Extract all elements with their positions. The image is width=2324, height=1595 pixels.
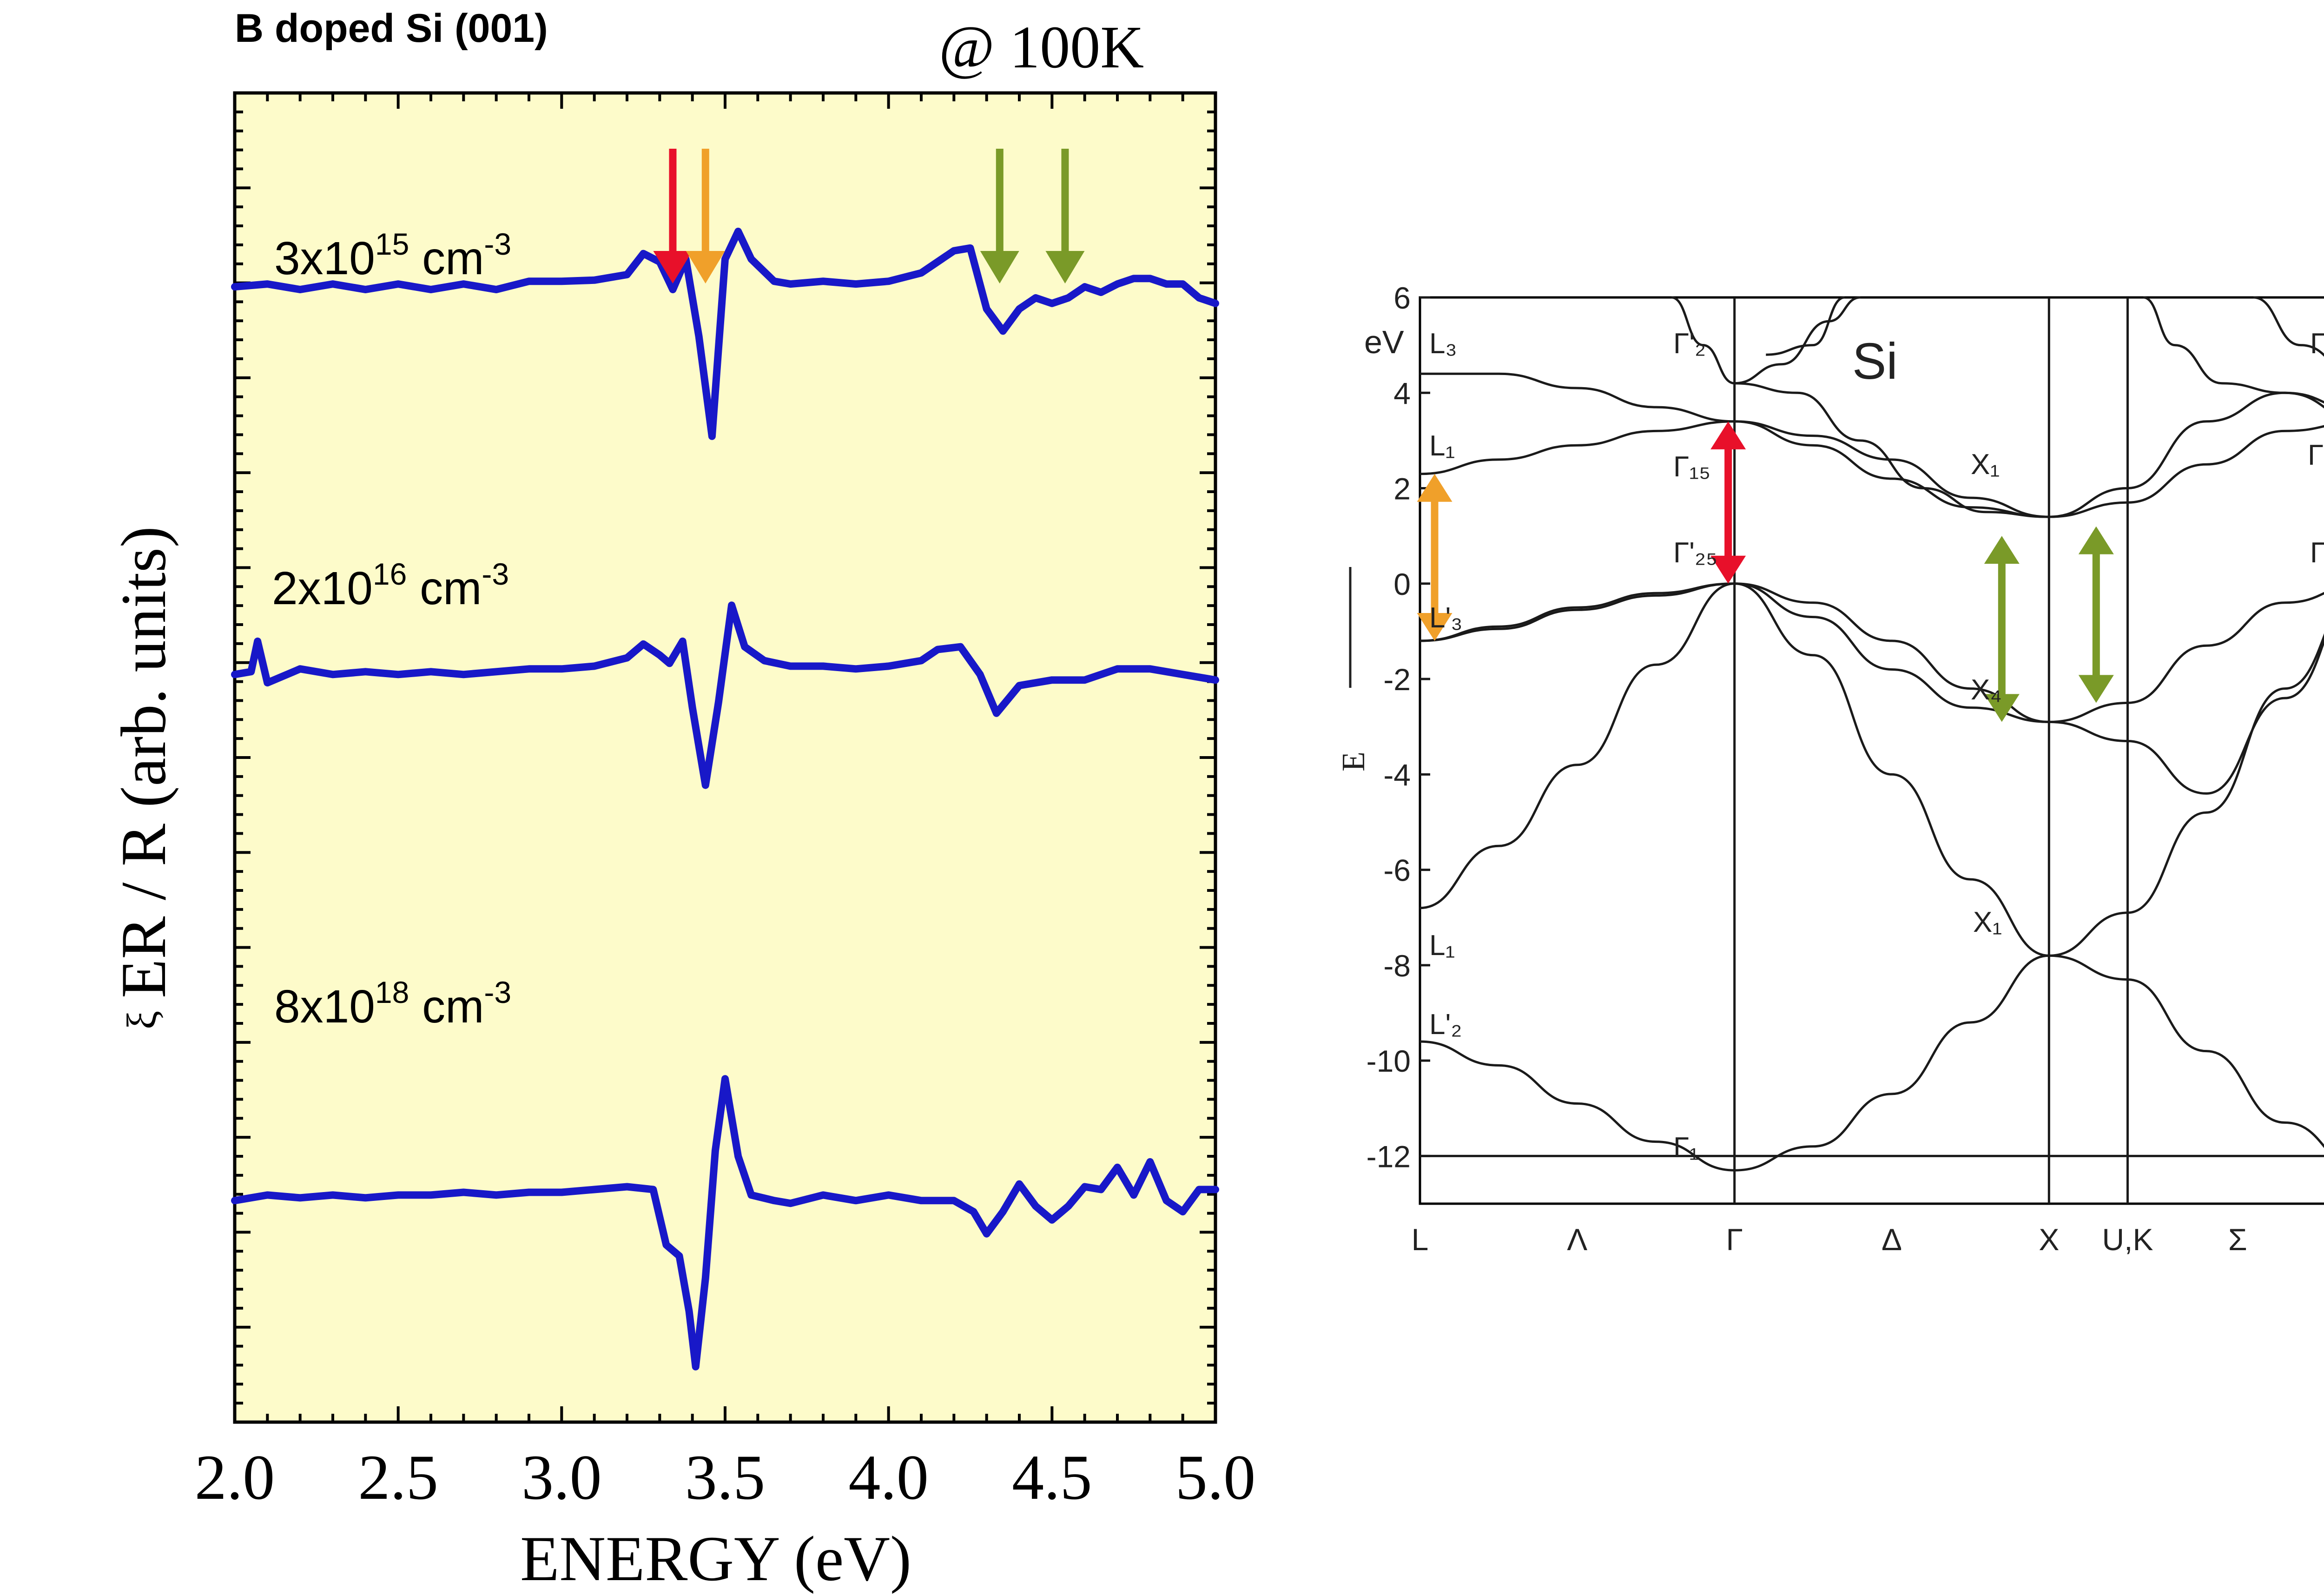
point-label-L2prime: L'₂ bbox=[1429, 1008, 1462, 1041]
x-tick-label: 2.5 bbox=[358, 1442, 438, 1513]
chart-subtitle: @ 100K bbox=[939, 14, 1144, 81]
x-tick-label: 3.0 bbox=[522, 1442, 602, 1513]
energy-band-10 bbox=[1766, 296, 1845, 356]
energy-tick-label: -4 bbox=[1383, 758, 1411, 792]
energy-tick-labels: 6 4 2 0 -2 -4 -6 -8 -10 -12 bbox=[1367, 281, 1430, 1173]
band-transition-arrows bbox=[1417, 421, 2114, 722]
k-point-label: L bbox=[1412, 1222, 1429, 1257]
k-point-label: Λ bbox=[1567, 1222, 1587, 1257]
y-axis-label: ER / R (arb. units) bbox=[108, 526, 179, 998]
electroreflectance-chart: 2.0 2.5 3.0 3.5 4.0 4.5 5.0 B doped Si (001) @… bbox=[108, 6, 1255, 1594]
material-label: Si bbox=[1852, 333, 1898, 390]
energy-tick-label: -8 bbox=[1383, 949, 1411, 983]
transition-arrow-head-3 bbox=[980, 251, 1019, 283]
energy-band-5 bbox=[1419, 582, 2324, 723]
energy-band-12 bbox=[2253, 296, 2324, 357]
band-arrow-head-top-1 bbox=[1417, 474, 1452, 502]
energy-tick-label: 6 bbox=[1393, 281, 1411, 315]
series-line-2 bbox=[231, 601, 1219, 789]
band-arrow-head-bottom-4 bbox=[2078, 675, 2114, 703]
k-point-label: X bbox=[2039, 1222, 2059, 1257]
energy-tick-label: -12 bbox=[1367, 1139, 1411, 1173]
transition-arrows bbox=[653, 149, 1085, 283]
transition-arrow-head-2 bbox=[686, 251, 725, 283]
point-label-gamma25prime: Γ'₂₅ bbox=[1673, 537, 1717, 569]
series-line-1 bbox=[231, 227, 1219, 440]
energy-axis-label: E bbox=[1336, 751, 1372, 771]
energy-band-7 bbox=[1419, 372, 2324, 518]
energy-tick-label: 2 bbox=[1393, 472, 1411, 506]
point-label-X1-upper: X₁ bbox=[1971, 448, 2000, 481]
x-tick-label: 2.0 bbox=[195, 1442, 275, 1513]
point-label-X4: X₄ bbox=[1971, 674, 2002, 706]
energy-tick-label: 4 bbox=[1393, 376, 1411, 410]
series-line-3 bbox=[231, 1075, 1219, 1371]
energy-tick-label: -10 bbox=[1367, 1044, 1411, 1078]
energy-tick-label: 0 bbox=[1393, 567, 1411, 601]
point-label-L1-upper: L₁ bbox=[1429, 430, 1455, 462]
point-label-gamma2prime-right: Γ'₂ bbox=[2310, 328, 2324, 360]
energy-tick-label: -6 bbox=[1383, 853, 1411, 888]
transition-arrow-head-4 bbox=[1045, 251, 1085, 283]
point-label-X1-lower: X₁ bbox=[1973, 906, 2002, 938]
k-point-label: U,K bbox=[2102, 1222, 2153, 1257]
k-point-label: Γ bbox=[1726, 1222, 1743, 1257]
band-arrow-head-top-2 bbox=[1710, 421, 1746, 449]
energy-band-11 bbox=[2143, 296, 2324, 404]
plot-area bbox=[233, 91, 1217, 1424]
series-lines bbox=[231, 227, 1219, 1371]
x-tick-label: 4.5 bbox=[1012, 1442, 1092, 1513]
y-axis-label-subscript: ξ bbox=[119, 1011, 165, 1029]
point-label-gamma1-right: Γ₁ bbox=[2322, 1122, 2324, 1154]
x-tick-label: 3.5 bbox=[685, 1442, 766, 1513]
x-tick-labels: 2.0 2.5 3.0 3.5 4.0 4.5 5.0 bbox=[195, 1442, 1256, 1513]
energy-band-3 bbox=[1419, 582, 2324, 957]
x-axis-label: ENERGY (eV) bbox=[520, 1523, 911, 1594]
x-tick-label: 4.0 bbox=[848, 1442, 929, 1513]
band-arrow-head-bottom-2 bbox=[1710, 555, 1746, 584]
x-tick-label: 5.0 bbox=[1175, 1442, 1256, 1513]
point-label-gamma25prime-right: Γ'₂₅ bbox=[2310, 537, 2324, 569]
series-label-2: 2x1016 cm-3 bbox=[272, 557, 509, 614]
band-arrow-head-top-3 bbox=[1984, 536, 2020, 564]
point-label-gamma2prime: Γ'₂ bbox=[1673, 328, 1706, 360]
energy-band-9 bbox=[1734, 382, 2049, 518]
transition-arrow-head-1 bbox=[653, 251, 693, 283]
energy-band-4 bbox=[1419, 582, 2324, 795]
series-label-1: 3x1015 cm-3 bbox=[274, 227, 511, 284]
energy-bands bbox=[1419, 296, 2324, 1172]
point-label-L3prime: L'₃ bbox=[1429, 602, 1463, 634]
band-plot-area bbox=[1419, 296, 2324, 1205]
series-label-3: 8x1018 cm-3 bbox=[274, 975, 511, 1033]
point-label-gamma15prime-right: Γ'₁₅ bbox=[2308, 439, 2324, 471]
point-label-L1-lower: L₁ bbox=[1429, 929, 1455, 962]
energy-tick-label: -2 bbox=[1383, 662, 1411, 697]
band-arrow-head-top-4 bbox=[2078, 526, 2114, 554]
point-label-L3: L₃ bbox=[1429, 328, 1457, 360]
band-arrow-head-bottom-3 bbox=[1984, 694, 2020, 722]
energy-band-2 bbox=[1419, 954, 2324, 1172]
k-point-label: Δ bbox=[1882, 1222, 1902, 1257]
point-label-gamma15: Γ₁₅ bbox=[1673, 451, 1710, 483]
unit-label: eV bbox=[1364, 324, 1404, 360]
band-arrow-head-bottom-1 bbox=[1417, 613, 1452, 641]
point-label-gamma1: Γ₁ bbox=[1673, 1132, 1699, 1164]
k-point-label: Σ bbox=[2228, 1222, 2247, 1257]
chart-title: B doped Si (001) bbox=[235, 6, 548, 51]
svg-text:ER / R (arb. units): ER / R (arb. units) bbox=[108, 526, 179, 998]
energy-band-6 bbox=[1419, 420, 2324, 518]
left-axis-ticks bbox=[233, 92, 1217, 1424]
